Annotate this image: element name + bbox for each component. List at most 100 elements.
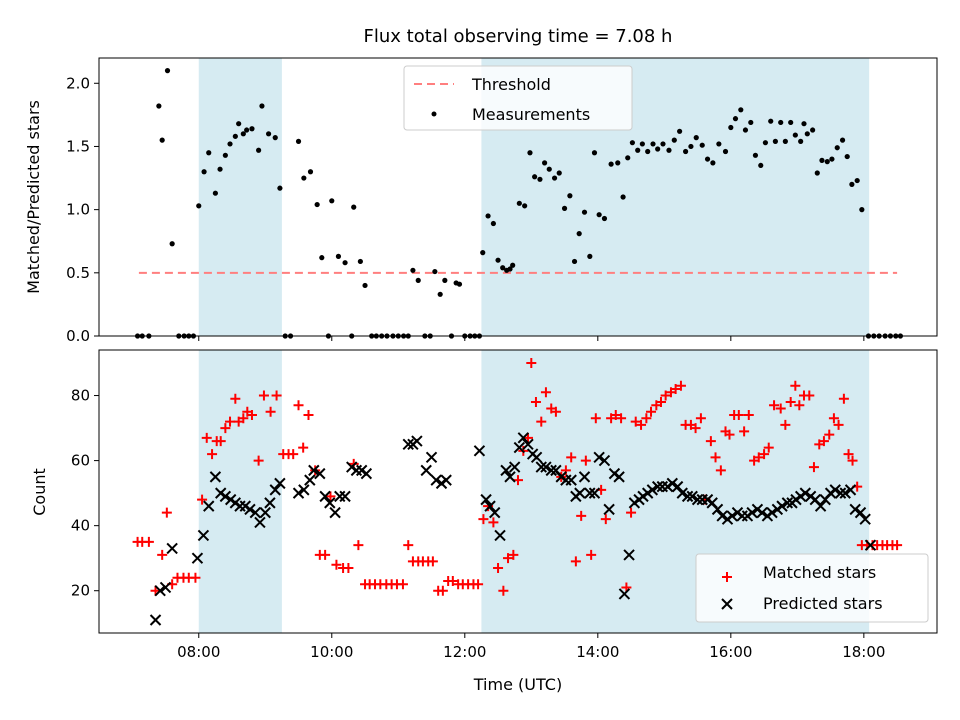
predicted-point-48 xyxy=(500,464,512,477)
measurement-point-110 xyxy=(710,160,716,166)
matched-point-128 xyxy=(790,380,801,391)
matched-point-138 xyxy=(838,393,849,404)
matched-point-96 xyxy=(630,416,641,427)
ratio-plot-frame xyxy=(98,57,938,337)
matched-point-122 xyxy=(759,449,770,460)
measurement-point-98 xyxy=(645,148,651,155)
measurement-point-122 xyxy=(772,138,778,144)
measurement-point-132 xyxy=(819,157,825,163)
measurement-point-125 xyxy=(788,119,794,126)
predicted-point-43 xyxy=(473,445,486,457)
legend-predicted-label: Predicted stars xyxy=(763,594,883,613)
matched-point-69 xyxy=(498,585,509,596)
matched-point-35 xyxy=(320,549,331,560)
measurement-point-34 xyxy=(319,255,325,261)
predicted-point-117 xyxy=(834,487,847,499)
matched-point-139 xyxy=(843,449,854,460)
predicted-point-105 xyxy=(776,500,788,512)
ratio-legend: Threshold Measurements xyxy=(403,65,633,131)
predicted-point-120 xyxy=(849,503,861,516)
predicted-point-88 xyxy=(691,493,704,506)
matched-point-104 xyxy=(670,384,681,395)
predicted-point-25 xyxy=(314,467,326,480)
predicted-point-39 xyxy=(425,451,438,464)
measurement-point-96 xyxy=(635,147,641,153)
measurement-point-75 xyxy=(527,150,533,156)
measurement-point-18 xyxy=(232,133,238,139)
count-y-tick-label-1: 40 xyxy=(71,517,90,535)
measurement-point-3 xyxy=(156,103,162,109)
measurement-point-33 xyxy=(314,201,320,208)
measurement-point-26 xyxy=(272,135,278,141)
matched-point-76 xyxy=(530,397,541,408)
measurement-point-121 xyxy=(768,118,774,124)
measurement-point-41 xyxy=(357,258,363,265)
predicted-point-116 xyxy=(829,484,841,496)
matched-point-29 xyxy=(288,449,299,460)
matched-point-67 xyxy=(488,517,499,528)
predicted-point-57 xyxy=(540,461,552,473)
ratio-legend-box xyxy=(403,65,633,131)
count-x-tick-label-3: 14:00 xyxy=(576,643,619,661)
measurement-point-90 xyxy=(601,215,608,222)
measurement-point-80 xyxy=(551,175,558,181)
measurement-point-88 xyxy=(591,150,598,156)
ratio-y-tick-label-3: 1.5 xyxy=(66,137,90,155)
measurement-point-38 xyxy=(342,260,348,266)
matched-point-68 xyxy=(493,562,504,573)
matched-point-126 xyxy=(780,419,791,430)
predicted-point-55 xyxy=(530,451,543,464)
measurement-point-134 xyxy=(829,156,835,162)
measurement-point-65 xyxy=(480,250,486,256)
matched-point-118 xyxy=(739,426,750,437)
predicted-point-93 xyxy=(716,510,728,522)
count-x-tick-label-5: 18:00 xyxy=(842,643,885,661)
predicted-point-86 xyxy=(681,490,694,503)
matched-point-36 xyxy=(325,491,336,502)
matched-point-65 xyxy=(478,514,489,525)
measurement-point-5 xyxy=(164,68,171,74)
measurement-point-19 xyxy=(236,121,242,127)
measurement-point-73 xyxy=(516,200,522,206)
measurement-point-74 xyxy=(522,203,528,209)
matched-point-129 xyxy=(794,400,805,411)
measurement-point-30 xyxy=(295,138,302,144)
predicted-point-51 xyxy=(513,441,526,454)
count-x-axis: 08:00 10:00 12:00 14:00 16:00 18:00 xyxy=(177,633,885,661)
matched-point-11 xyxy=(197,494,208,505)
measurement-point-81 xyxy=(556,170,562,176)
predicted-point-44 xyxy=(480,493,492,506)
matched-point-137 xyxy=(833,419,844,430)
measurement-point-102 xyxy=(666,147,672,153)
predicted-point-17 xyxy=(259,506,271,519)
matched-point-127 xyxy=(785,397,796,408)
measurement-point-105 xyxy=(683,148,689,155)
matched-point-149 xyxy=(892,540,903,551)
measurement-point-109 xyxy=(704,156,711,162)
measurement-point-112 xyxy=(722,148,729,155)
predicted-point-2 xyxy=(159,581,172,594)
predicted-point-99 xyxy=(746,506,758,519)
matched-point-31 xyxy=(298,442,309,453)
matched-point-71 xyxy=(508,549,519,560)
measurement-point-27 xyxy=(277,185,283,191)
count-y-tick-label-3: 80 xyxy=(71,387,90,405)
measurement-point-83 xyxy=(567,193,573,199)
predicted-point-80 xyxy=(651,480,664,493)
measurement-point-36 xyxy=(329,198,335,204)
predicted-point-38 xyxy=(420,464,432,477)
matched-point-70 xyxy=(503,553,514,564)
predicted-point-21 xyxy=(292,487,305,499)
predicted-point-68 xyxy=(593,451,605,464)
matched-point-99 xyxy=(646,406,657,417)
measurement-point-111 xyxy=(716,141,722,147)
predicted-point-50 xyxy=(508,461,521,473)
count-plot-frame xyxy=(98,349,938,634)
predicted-point-83 xyxy=(666,477,679,490)
measurement-point-127 xyxy=(798,138,804,144)
measurement-point-97 xyxy=(639,141,645,147)
measurement-point-92 xyxy=(615,160,621,166)
count-legend-box xyxy=(695,553,929,623)
matched-point-124 xyxy=(769,400,780,411)
measurement-point-24 xyxy=(259,103,265,109)
